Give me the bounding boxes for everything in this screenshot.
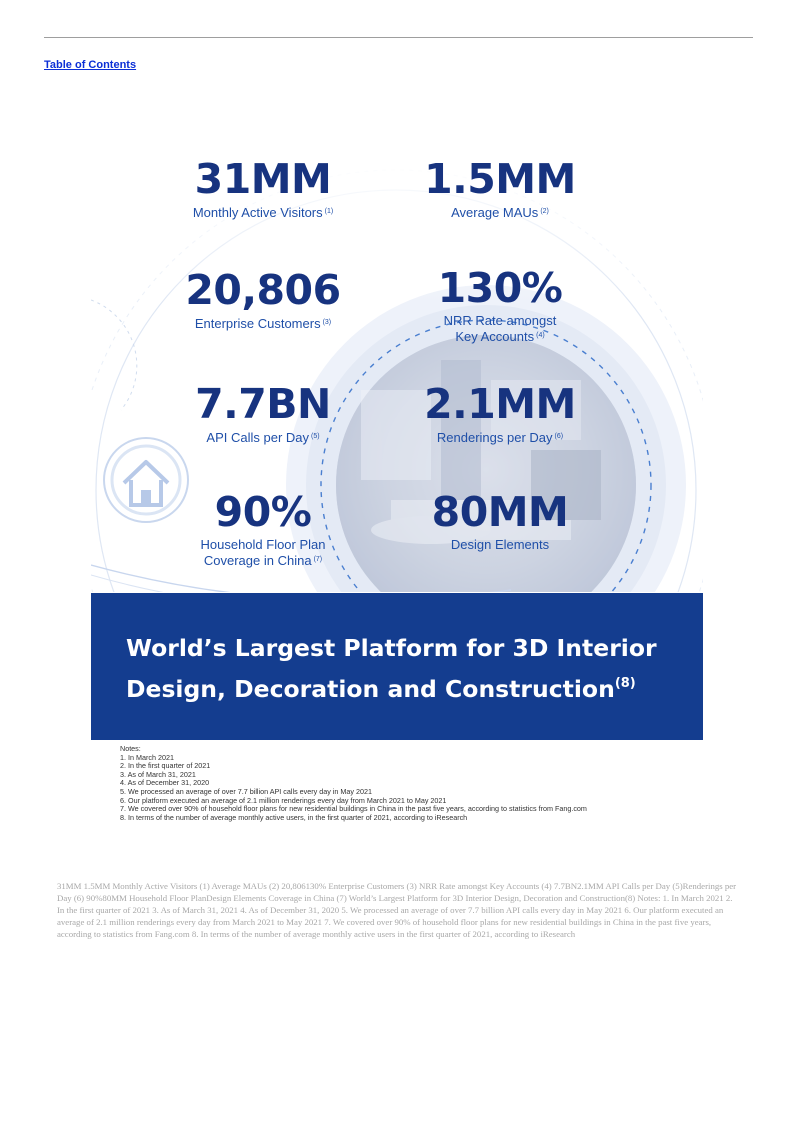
note-item: 3. As of March 31, 2021 (120, 769, 196, 779)
stat-enterprise-customers: 20,806 Enterprise Customers (3) (133, 267, 393, 331)
infographic-background (91, 150, 703, 592)
note-item: 8. In terms of the number of average mon… (120, 812, 468, 822)
footnotes: Notes: 1. In March 2021 2. In the first … (120, 744, 587, 822)
banner-line-2: Design, Decoration and Construction(8) (126, 675, 636, 703)
stat-value: 2.1MM (424, 380, 576, 428)
note-item: 6. Our platform executed an average of 2… (120, 795, 447, 805)
stat-label: Household Floor Plan Coverage in China (7) (200, 537, 326, 568)
note-item: 7. We covered over 90% of household floo… (120, 804, 587, 814)
note-item: 4. As of December 31, 2020 (120, 778, 210, 788)
stat-nrr-rate: 130% NRR Rate amongst Key Accounts (4) (370, 265, 630, 344)
stat-label: Enterprise Customers (3) (194, 316, 332, 331)
stat-value: 1.5MM (424, 155, 576, 203)
key-metrics-infographic: 31MM Monthly Active Visitors (1) 1.5MM Av… (91, 150, 703, 592)
stat-value: 90% (214, 488, 312, 536)
banner-title: World’s Largest Platform for 3D Interior… (126, 631, 686, 707)
stat-label: Monthly Active Visitors (1) (192, 205, 334, 220)
note-item: 2. In the first quarter of 2021 (120, 761, 211, 771)
platform-banner: World’s Largest Platform for 3D Interior… (91, 593, 703, 740)
stat-value: 31MM (194, 155, 332, 203)
stat-monthly-active-visitors: 31MM Monthly Active Visitors (1) (133, 156, 393, 220)
extracted-text-layer: 31MM 1.5MM Monthly Active Visitors (1) A… (57, 881, 737, 939)
header-rule (44, 37, 753, 38)
stat-design-elements: 80MM Design Elements (370, 489, 630, 552)
stat-floor-plan-coverage: 90% Household Floor Plan Coverage in Chin… (133, 489, 393, 568)
note-item: 1. In March 2021 (120, 752, 174, 762)
stat-label: Design Elements (450, 537, 550, 552)
stat-value: 80MM (431, 488, 569, 536)
stat-value: 20,806 (185, 266, 341, 314)
stat-average-maus: 1.5MM Average MAUs (2) (370, 156, 630, 220)
stat-value: 130% (437, 264, 563, 312)
stat-label: Renderings per Day (6) (436, 430, 564, 445)
stat-renderings: 2.1MM Renderings per Day (6) (370, 381, 630, 445)
stat-value: 7.7BN (195, 380, 331, 428)
stat-label: Average MAUs (2) (451, 205, 549, 220)
banner-line-1: World’s Largest Platform for 3D Interior (126, 634, 657, 662)
table-of-contents-link[interactable]: Table of Contents (44, 59, 137, 71)
stat-label: NRR Rate amongst Key Accounts (4) (443, 313, 557, 344)
stat-api-calls: 7.7BN API Calls per Day (5) (133, 381, 393, 445)
notes-heading: Notes: (120, 744, 141, 753)
note-item: 5. We processed an average of over 7.7 b… (120, 786, 372, 796)
stat-label: API Calls per Day (5) (206, 430, 320, 445)
